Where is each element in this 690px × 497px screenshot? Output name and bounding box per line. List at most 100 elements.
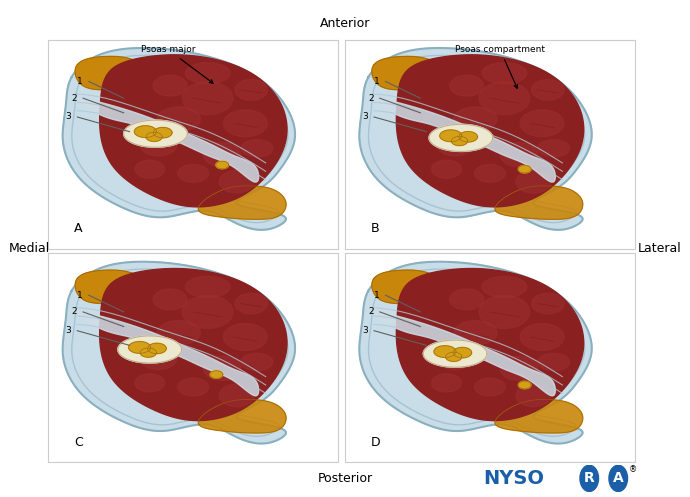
- Text: 2: 2: [368, 94, 374, 103]
- Polygon shape: [204, 142, 241, 167]
- Text: A: A: [75, 222, 83, 235]
- Polygon shape: [437, 132, 474, 156]
- Polygon shape: [440, 130, 462, 142]
- Polygon shape: [431, 374, 462, 392]
- Text: 1: 1: [77, 77, 83, 86]
- Circle shape: [580, 465, 598, 492]
- Text: 1: 1: [374, 291, 380, 300]
- Polygon shape: [153, 289, 187, 310]
- Text: NYSO: NYSO: [483, 469, 544, 488]
- Polygon shape: [516, 384, 551, 407]
- Text: ®: ®: [629, 465, 637, 474]
- Polygon shape: [153, 127, 172, 138]
- Polygon shape: [396, 268, 584, 420]
- Polygon shape: [140, 348, 157, 357]
- Polygon shape: [224, 324, 267, 350]
- Text: R: R: [584, 471, 595, 486]
- Polygon shape: [182, 295, 233, 329]
- Polygon shape: [224, 110, 267, 137]
- Polygon shape: [531, 293, 564, 314]
- Polygon shape: [99, 55, 287, 207]
- Polygon shape: [495, 186, 583, 219]
- Polygon shape: [135, 374, 165, 392]
- Text: A: A: [613, 471, 624, 486]
- Polygon shape: [210, 371, 223, 378]
- Text: B: B: [371, 222, 380, 235]
- Polygon shape: [446, 352, 462, 361]
- Polygon shape: [423, 340, 487, 367]
- Polygon shape: [454, 321, 497, 345]
- Polygon shape: [219, 170, 254, 193]
- Polygon shape: [538, 353, 570, 371]
- Polygon shape: [198, 400, 286, 433]
- Text: C: C: [75, 435, 83, 448]
- Text: 1: 1: [77, 291, 83, 300]
- Polygon shape: [157, 321, 200, 345]
- Polygon shape: [373, 312, 555, 396]
- Polygon shape: [434, 346, 456, 357]
- Polygon shape: [429, 124, 493, 152]
- Text: Anterior: Anterior: [319, 17, 371, 30]
- Polygon shape: [495, 400, 583, 433]
- Polygon shape: [99, 268, 287, 420]
- Polygon shape: [63, 48, 295, 230]
- Polygon shape: [482, 63, 526, 83]
- Polygon shape: [77, 312, 259, 396]
- Polygon shape: [372, 270, 446, 304]
- Polygon shape: [219, 384, 254, 407]
- Polygon shape: [186, 276, 230, 297]
- Polygon shape: [77, 98, 259, 182]
- Text: 3: 3: [362, 112, 368, 121]
- Polygon shape: [359, 262, 592, 443]
- Polygon shape: [157, 107, 200, 131]
- Polygon shape: [482, 276, 526, 297]
- Polygon shape: [216, 161, 228, 169]
- Polygon shape: [451, 136, 468, 146]
- Polygon shape: [453, 347, 472, 358]
- Text: Psoas compartment: Psoas compartment: [455, 45, 545, 88]
- Text: 2: 2: [368, 308, 374, 317]
- Polygon shape: [241, 140, 273, 157]
- Polygon shape: [148, 343, 166, 354]
- Polygon shape: [182, 82, 233, 115]
- Polygon shape: [373, 98, 555, 182]
- Polygon shape: [135, 160, 165, 178]
- Polygon shape: [235, 293, 268, 314]
- Polygon shape: [518, 381, 531, 389]
- Polygon shape: [140, 132, 177, 156]
- Polygon shape: [118, 336, 181, 363]
- Polygon shape: [135, 126, 157, 138]
- Polygon shape: [396, 55, 584, 207]
- Polygon shape: [241, 353, 273, 371]
- Polygon shape: [140, 346, 177, 370]
- Polygon shape: [450, 289, 484, 310]
- Polygon shape: [235, 80, 268, 100]
- Polygon shape: [178, 378, 208, 396]
- Polygon shape: [178, 165, 208, 182]
- Polygon shape: [475, 378, 505, 396]
- Text: Psoas major: Psoas major: [141, 45, 213, 83]
- Polygon shape: [475, 165, 505, 182]
- Text: 3: 3: [362, 326, 368, 335]
- Polygon shape: [63, 262, 295, 443]
- Polygon shape: [538, 140, 570, 157]
- Polygon shape: [359, 48, 592, 230]
- Polygon shape: [516, 170, 551, 193]
- Polygon shape: [372, 56, 446, 90]
- Text: 3: 3: [66, 326, 72, 335]
- Polygon shape: [124, 120, 188, 147]
- Polygon shape: [500, 142, 538, 167]
- Circle shape: [609, 465, 627, 492]
- Polygon shape: [520, 324, 564, 350]
- Text: 1: 1: [374, 77, 380, 86]
- Polygon shape: [437, 346, 474, 370]
- Polygon shape: [479, 82, 530, 115]
- Polygon shape: [450, 75, 484, 96]
- Text: Posterior: Posterior: [317, 472, 373, 485]
- Polygon shape: [128, 341, 150, 353]
- Polygon shape: [198, 186, 286, 219]
- Polygon shape: [454, 107, 497, 131]
- Polygon shape: [186, 63, 230, 83]
- Polygon shape: [500, 356, 538, 381]
- Polygon shape: [459, 132, 477, 142]
